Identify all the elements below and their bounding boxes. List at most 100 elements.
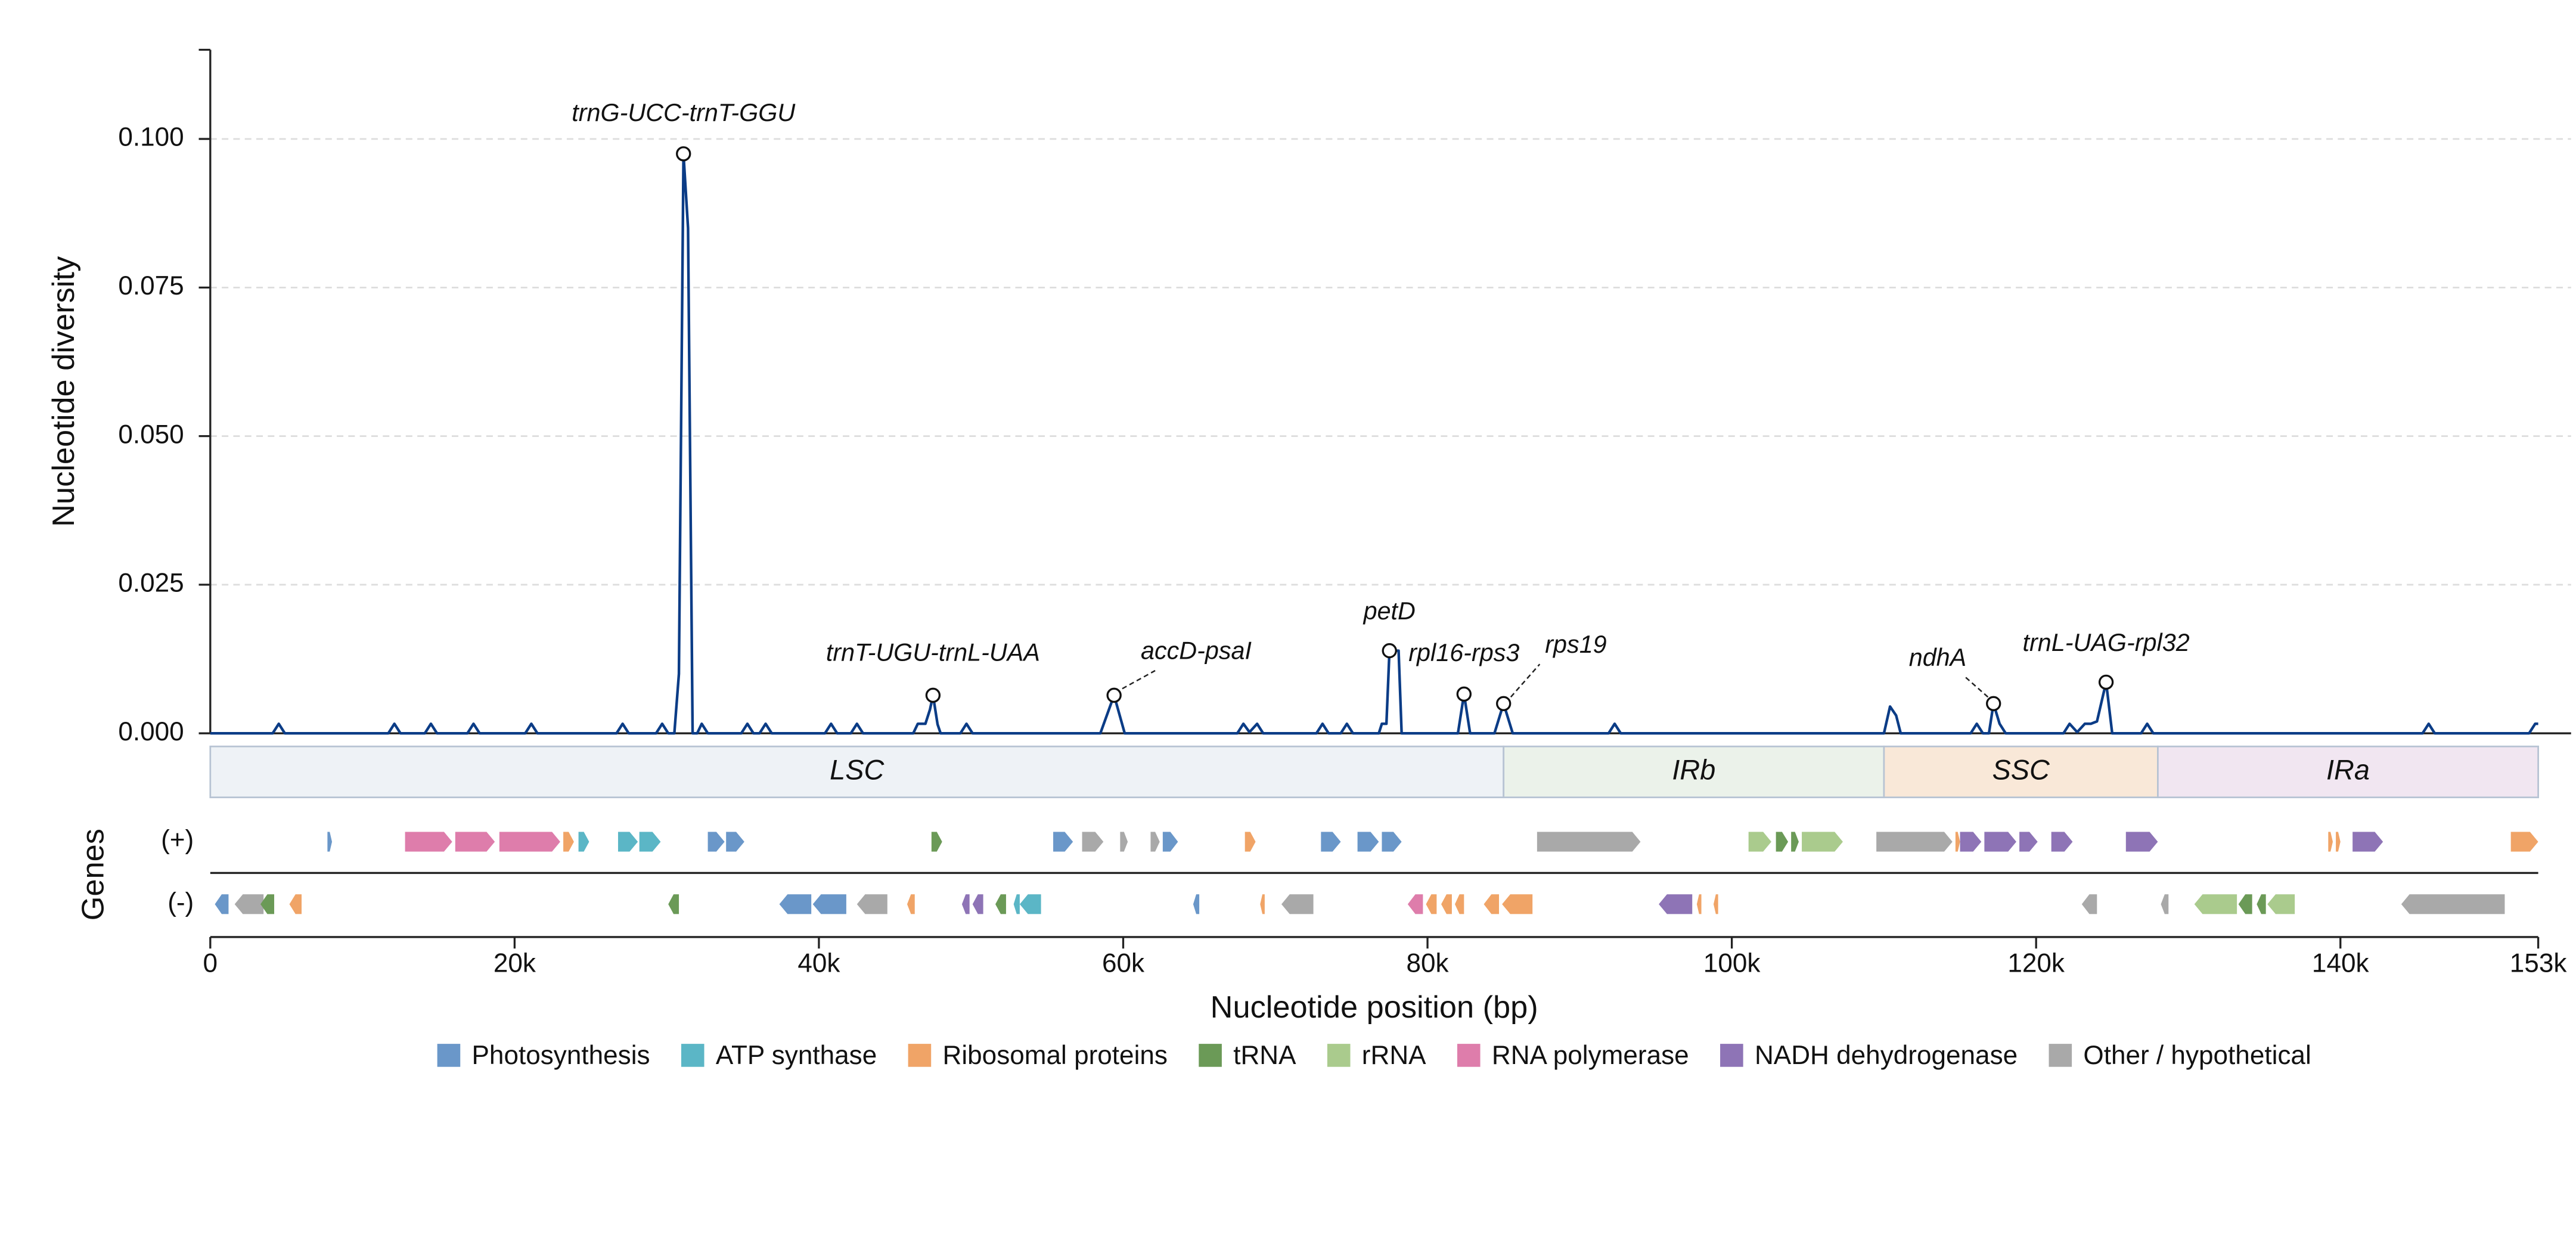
x-tick-label: 40k (797, 948, 840, 978)
x-tick-label: 120k (2007, 948, 2065, 978)
gene (726, 832, 744, 852)
annotation-point (1382, 643, 1397, 659)
gene (2051, 832, 2073, 852)
legend-label: Ribosomal proteins (943, 1041, 1168, 1070)
gene (1281, 894, 1314, 914)
x-tick-label: 140k (2312, 948, 2370, 978)
gene (1696, 894, 1702, 914)
gene (2352, 832, 2383, 852)
x-axis-label: Nucleotide position (bp) (1211, 990, 1538, 1025)
gene (1357, 832, 1379, 852)
leader-line (1122, 669, 1156, 690)
gene (1955, 832, 1960, 852)
region-label: LSC (830, 754, 884, 785)
x-tick-label: 153k (2510, 948, 2568, 978)
x-tick-label: 80k (1407, 948, 1450, 978)
x-tick-label: 60k (1102, 948, 1145, 978)
gene (1321, 832, 1341, 852)
gene (1193, 894, 1200, 914)
legend-swatch (2049, 1044, 2072, 1067)
gene (2019, 832, 2038, 852)
gene (2401, 894, 2505, 914)
annotation-point (925, 687, 941, 703)
track-label: (-) (167, 888, 194, 917)
gene (1960, 832, 1982, 852)
gene (405, 832, 452, 852)
gene (1502, 894, 1533, 914)
annotation-point (1496, 696, 1512, 711)
gene (455, 832, 495, 852)
gene (563, 832, 574, 852)
gene (707, 832, 725, 852)
gene (2267, 894, 2295, 914)
y-tick-label: 0.100 (118, 123, 184, 152)
annotation-label: rps19 (1545, 631, 1606, 658)
legend-label: rRNA (1362, 1041, 1426, 1070)
gene (812, 894, 846, 914)
annotation-point (1986, 696, 2001, 711)
gene (2161, 894, 2169, 914)
gene (1802, 832, 1843, 852)
gene (1426, 894, 1437, 914)
diversity-line (210, 152, 2538, 735)
track-label: (+) (161, 826, 194, 855)
gene (2328, 832, 2333, 852)
gene (2081, 894, 2097, 914)
region (1503, 745, 1885, 799)
legend-label: NADH dehydrogenase (1755, 1041, 2018, 1070)
gene (499, 832, 560, 852)
gene (1441, 894, 1452, 914)
gene (1984, 832, 2016, 852)
annotation-point (676, 146, 691, 162)
gene (234, 894, 264, 914)
gene (1150, 832, 1160, 852)
legend-label: RNA polymerase (1492, 1041, 1689, 1070)
region-label: SSC (1992, 754, 2050, 785)
leader-line (1510, 663, 1541, 698)
gene (1082, 832, 1104, 852)
gene (1407, 894, 1423, 914)
gene (779, 894, 812, 914)
gene (2194, 894, 2237, 914)
y-tick-label: 0.075 (118, 271, 184, 300)
gene (907, 894, 915, 914)
gene (617, 832, 638, 852)
gene (1537, 832, 1641, 852)
gene (1382, 832, 1402, 852)
gene (1659, 894, 1693, 914)
gene (289, 894, 302, 914)
region (1883, 745, 2159, 799)
legend-swatch (908, 1044, 932, 1067)
legend-label: tRNA (1233, 1041, 1296, 1070)
gene (2238, 894, 2252, 914)
region-label: IRb (1672, 754, 1715, 785)
legend-swatch (1720, 1044, 1743, 1067)
annotation-point (1106, 687, 1122, 703)
y-tick-label: 0.050 (118, 420, 184, 449)
annotation-label: petD (1363, 597, 1416, 625)
annotation-label: trnG-UCC-trnT-GGU (572, 99, 796, 126)
annotation-label: trnT-UGU-trnL-UAA (826, 638, 1040, 666)
region (209, 745, 1505, 799)
annotation-label: ndhA (1909, 644, 1967, 671)
gene (2510, 832, 2538, 852)
legend: Photosynthesis ATP synthase Ribosomal prot… (437, 1041, 2311, 1070)
gene (2257, 894, 2266, 914)
gene (1244, 832, 1256, 852)
annotation-label: trnL-UAG-rpl32 (2023, 629, 2190, 656)
gene (2125, 832, 2158, 852)
legend-swatch (681, 1044, 704, 1067)
annotation-point (2098, 674, 2114, 690)
annotation-label: rpl16-rps3 (1408, 639, 1519, 666)
legend-swatch (1327, 1044, 1351, 1067)
gene (1483, 894, 1500, 914)
gene (972, 894, 983, 914)
gene (1162, 832, 1178, 852)
gene (931, 832, 942, 852)
annotation-point (1456, 686, 1472, 702)
gene (995, 894, 1006, 914)
region (2157, 745, 2539, 799)
x-tick-label: 0 (203, 948, 218, 978)
y-tick-label: 0.025 (118, 569, 184, 598)
